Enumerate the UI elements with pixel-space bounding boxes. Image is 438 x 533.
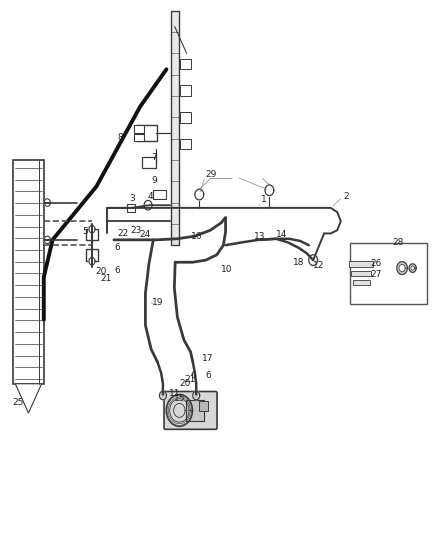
Text: 19: 19 <box>152 298 164 307</box>
Bar <box>350 261 374 266</box>
Text: 28: 28 <box>392 238 403 247</box>
Bar <box>352 271 371 276</box>
Polygon shape <box>309 255 318 265</box>
Text: 4: 4 <box>148 192 154 200</box>
Text: 25: 25 <box>12 398 24 407</box>
Bar <box>134 134 144 141</box>
Text: 2: 2 <box>344 192 350 200</box>
Polygon shape <box>409 264 416 272</box>
Bar <box>13 160 44 384</box>
Bar <box>350 243 427 304</box>
Text: 18: 18 <box>293 258 304 266</box>
Bar <box>134 125 144 133</box>
Polygon shape <box>170 399 189 422</box>
Text: 21: 21 <box>185 375 196 384</box>
Bar <box>153 190 166 199</box>
Text: 14: 14 <box>276 230 287 239</box>
Text: 8: 8 <box>117 133 123 142</box>
Bar <box>127 204 135 212</box>
Text: 15: 15 <box>174 394 186 403</box>
Polygon shape <box>159 391 166 400</box>
Polygon shape <box>397 262 407 274</box>
Text: 27: 27 <box>370 270 381 279</box>
Text: 9: 9 <box>151 176 157 184</box>
Bar <box>180 59 191 69</box>
Text: 16: 16 <box>191 232 202 240</box>
Text: 24: 24 <box>139 230 151 239</box>
Text: 20: 20 <box>95 268 107 276</box>
Bar <box>353 280 370 285</box>
FancyBboxPatch shape <box>164 391 217 430</box>
Text: 13: 13 <box>254 232 265 240</box>
Polygon shape <box>265 185 274 196</box>
Bar <box>137 125 156 141</box>
Text: 20: 20 <box>180 379 191 388</box>
Text: 29: 29 <box>205 171 216 179</box>
Text: 5: 5 <box>82 228 88 236</box>
Bar <box>86 229 98 240</box>
Polygon shape <box>166 394 193 426</box>
Text: 11: 11 <box>169 389 180 398</box>
Polygon shape <box>44 199 50 206</box>
Bar <box>199 401 208 411</box>
Polygon shape <box>44 236 50 244</box>
Polygon shape <box>144 200 152 210</box>
Text: 22: 22 <box>117 229 129 238</box>
Polygon shape <box>15 384 42 413</box>
Bar <box>180 112 191 123</box>
Bar <box>171 11 179 245</box>
Bar <box>180 85 191 96</box>
Text: 1: 1 <box>261 196 266 204</box>
Text: 6: 6 <box>115 266 120 275</box>
Polygon shape <box>89 225 95 233</box>
Text: 10: 10 <box>221 265 233 273</box>
Polygon shape <box>411 266 414 270</box>
Text: 26: 26 <box>370 260 381 268</box>
Text: 6: 6 <box>205 372 211 380</box>
Text: 21: 21 <box>100 274 111 282</box>
Bar <box>86 249 98 261</box>
Text: 6: 6 <box>115 244 120 252</box>
Polygon shape <box>193 391 200 400</box>
Polygon shape <box>174 403 185 417</box>
Bar <box>186 400 204 421</box>
Text: 6: 6 <box>191 372 196 380</box>
Text: 3: 3 <box>129 195 135 203</box>
Text: 7: 7 <box>151 153 157 161</box>
Polygon shape <box>89 257 95 265</box>
Polygon shape <box>195 189 204 200</box>
Bar <box>142 157 156 168</box>
Text: 12: 12 <box>313 261 325 270</box>
Polygon shape <box>399 264 405 272</box>
Bar <box>180 139 191 149</box>
Text: 23: 23 <box>131 226 142 235</box>
Text: 17: 17 <box>202 354 214 362</box>
